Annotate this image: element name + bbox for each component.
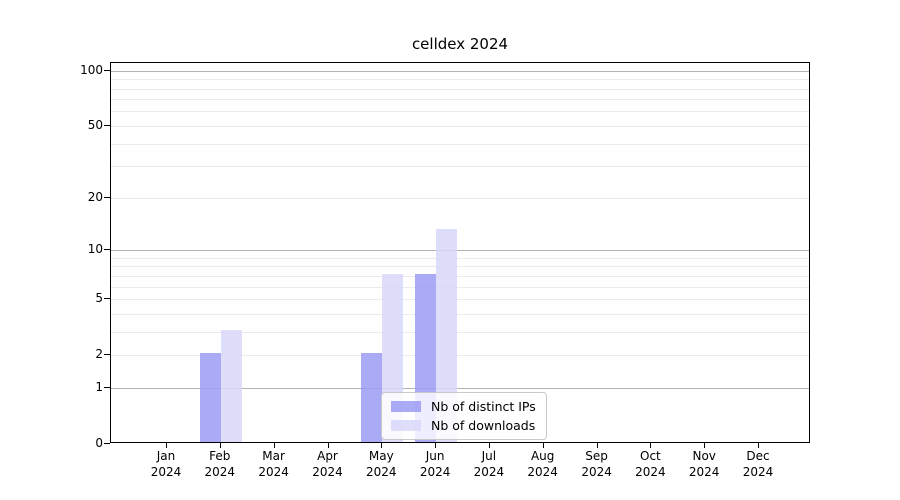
gridline	[111, 331, 809, 333]
x-axis-tick-label: Jan 2024	[150, 449, 182, 479]
x-axis-tick	[381, 443, 383, 448]
y-axis-tick	[104, 69, 110, 71]
legend-swatch	[391, 401, 421, 412]
y-axis-tick	[104, 354, 110, 356]
legend-item: Nb of downloads	[391, 418, 536, 433]
legend-label: Nb of downloads	[431, 418, 536, 433]
x-axis-tick	[435, 443, 437, 448]
y-axis-tick	[104, 443, 110, 444]
legend-item: Nb of distinct IPs	[391, 399, 536, 414]
gridline	[111, 99, 809, 101]
gridline	[111, 88, 809, 90]
x-axis-tick-label: May 2024	[366, 449, 397, 479]
y-axis-tick	[104, 196, 110, 198]
gridline	[111, 166, 809, 168]
y-axis-tick-label: 50	[87, 117, 103, 132]
x-axis-tick-label: Jun 2024	[419, 449, 451, 479]
x-axis-tick	[166, 443, 167, 448]
gridline	[111, 125, 809, 127]
chart-title: celldex 2024	[411, 35, 509, 53]
x-axis-tick	[327, 443, 329, 448]
gridline	[111, 313, 809, 315]
x-axis-tick-label: Nov 2024	[688, 449, 720, 479]
y-axis-tick-label: 1	[95, 379, 103, 394]
legend: Nb of distinct IPs Nb of downloads	[381, 392, 547, 440]
x-axis-tick	[542, 443, 544, 448]
y-axis-tick	[104, 124, 110, 126]
x-axis-tick	[758, 443, 759, 448]
bar-downloads	[436, 228, 458, 442]
gridline	[111, 266, 809, 268]
x-axis-tick-label: Jul 2024	[473, 449, 505, 479]
gridline	[111, 79, 809, 81]
bar-ips	[199, 353, 221, 442]
y-axis-tick-label: 2	[95, 347, 103, 362]
gridline	[111, 286, 809, 288]
gridline	[111, 111, 809, 113]
plot-area: Nb of distinct IPs Nb of downloads	[110, 62, 810, 443]
gridline	[111, 250, 809, 251]
x-axis-tick	[219, 443, 221, 448]
x-axis-tick-label: Aug 2024	[527, 449, 558, 479]
x-axis-tick	[650, 443, 652, 448]
bar-ips	[361, 353, 383, 442]
bar-downloads	[220, 329, 242, 442]
gridline	[111, 387, 809, 389]
y-axis-tick-label: 5	[95, 291, 103, 305]
x-axis-tick	[596, 443, 598, 448]
y-axis-tick-label: 100	[80, 62, 103, 77]
x-axis-tick-label: Sep 2024	[581, 449, 612, 479]
x-axis-tick-label: Mar 2024	[258, 449, 289, 479]
x-axis-tick-label: Feb 2024	[204, 449, 236, 479]
y-axis-tick-label: 10	[87, 242, 103, 256]
x-axis-tick-label: Dec 2024	[742, 449, 774, 479]
gridline	[111, 257, 809, 259]
gridline	[111, 70, 809, 72]
y-axis-tick	[104, 249, 110, 250]
gridline	[111, 275, 809, 277]
gridline	[111, 197, 809, 199]
x-axis-tick	[273, 443, 275, 448]
x-axis-tick-label: Apr 2024	[312, 449, 343, 479]
y-axis-tick-label: 20	[87, 189, 103, 204]
y-axis-tick	[104, 386, 110, 388]
x-axis-tick	[704, 443, 706, 448]
y-axis-tick	[104, 298, 110, 299]
legend-label: Nb of distinct IPs	[431, 399, 536, 414]
gridline	[111, 355, 809, 357]
y-axis-tick-label: 0	[95, 436, 103, 450]
x-axis-tick-label: Oct 2024	[635, 449, 666, 479]
x-axis-tick	[488, 443, 490, 448]
legend-swatch	[391, 420, 421, 431]
gridline	[111, 143, 809, 145]
gridline	[111, 299, 809, 300]
